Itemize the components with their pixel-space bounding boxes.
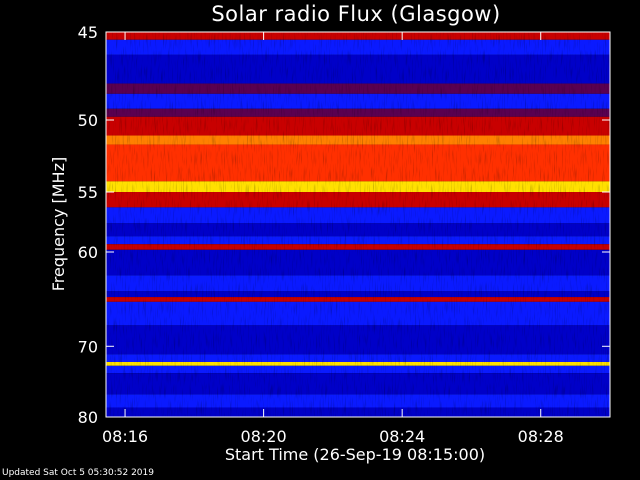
plot-frame bbox=[105, 31, 611, 418]
x-tick-label-3: 08:28 bbox=[518, 427, 564, 446]
y-tick-label-5: 80 bbox=[78, 408, 98, 427]
chart-title: Solar radio Flux (Glasgow) bbox=[211, 2, 501, 26]
x-tick-label-2: 08:24 bbox=[379, 427, 425, 446]
updated-timestamp: Updated Sat Oct 5 05:30:52 2019 bbox=[2, 468, 154, 478]
x-tick-label-1: 08:20 bbox=[241, 427, 287, 446]
x-tick-label-0: 08:16 bbox=[102, 427, 148, 446]
x-axis-label: Start Time (26-Sep-19 08:15:00) bbox=[225, 445, 485, 464]
y-tick-label-4: 70 bbox=[78, 337, 98, 356]
y-tick-label-0: 45 bbox=[78, 23, 98, 42]
y-tick-label-3: 60 bbox=[78, 243, 98, 262]
y-tick-label-1: 50 bbox=[78, 111, 98, 130]
y-tick-label-2: 55 bbox=[78, 183, 98, 202]
noise-overlay bbox=[106, 32, 610, 417]
y-axis-label: Frequency [MHz] bbox=[49, 157, 68, 291]
